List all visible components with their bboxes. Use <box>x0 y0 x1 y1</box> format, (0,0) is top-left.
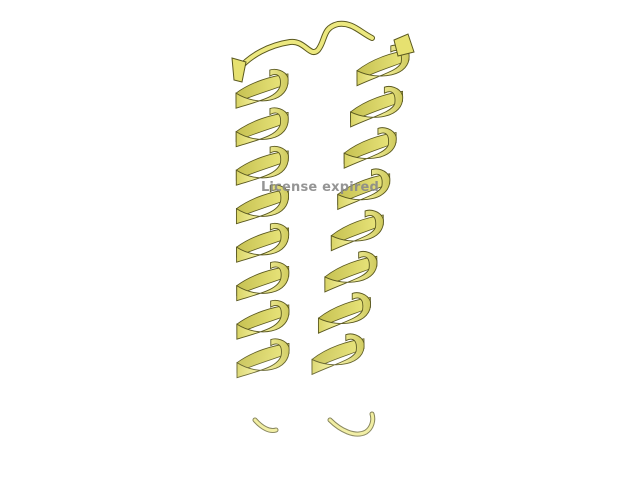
helix-front-turn <box>236 222 290 263</box>
helix-front-turn <box>235 68 289 109</box>
alpha-helix-right <box>311 44 410 376</box>
c-terminus-cap <box>393 33 415 57</box>
helix-front-turn <box>235 107 289 148</box>
helix-front-turn <box>236 338 290 379</box>
helix-front-turn <box>236 261 290 302</box>
helix-front-turn <box>235 184 289 225</box>
helix-front-turn <box>350 85 404 128</box>
license-watermark: License expired <box>260 180 380 195</box>
helix-front-turn <box>236 299 290 340</box>
helix-front-turn <box>343 127 397 169</box>
n-terminus-cap <box>231 57 247 83</box>
helix-front-turn <box>356 44 410 87</box>
helix-front-turn <box>337 168 391 211</box>
helix-front-turn <box>311 333 365 376</box>
helix-front-turn <box>317 292 371 334</box>
helix-front-turn <box>330 209 384 252</box>
alpha-helix-left <box>235 68 290 379</box>
helix-front-turn <box>235 145 289 186</box>
helix-front-turn <box>324 250 378 293</box>
